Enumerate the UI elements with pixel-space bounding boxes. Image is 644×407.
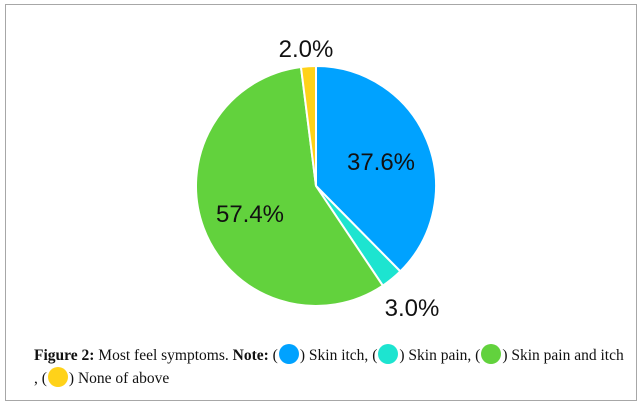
data-label-skin-itch: 37.6% [347, 149, 415, 176]
figure-text: Most feel symptoms. [98, 347, 229, 364]
legend-text-skin-pain-and-itch: Skin pain and itch , [34, 347, 624, 387]
legend-swatch-none-of-above [47, 367, 68, 387]
data-label-skin-pain-and-itch: 57.4% [216, 201, 284, 228]
figure-caption: Figure 2: Most feel symptoms. Note: () S… [34, 344, 624, 390]
legend-text-skin-pain: Skin pain, [408, 347, 472, 364]
note-label: Note: [232, 347, 269, 364]
figure-label: Figure 2: [34, 347, 95, 364]
legend-text-skin-itch: Skin itch, [308, 347, 369, 364]
pie-slice-skin-itch [315, 64, 437, 273]
pie-slice-none-of-above [299, 64, 317, 187]
data-label-skin-pain: 3.0% [385, 295, 440, 322]
legend-swatch-skin-itch [278, 344, 299, 364]
data-label-none-of-above: 2.0% [279, 36, 334, 63]
legend-swatch-skin-pain-and-itch [481, 344, 502, 364]
pie-slice-skin-pain-and-itch [195, 65, 385, 307]
legend-text-none-of-above: None of above [77, 370, 170, 387]
legend-swatch-skin-pain [378, 344, 399, 364]
